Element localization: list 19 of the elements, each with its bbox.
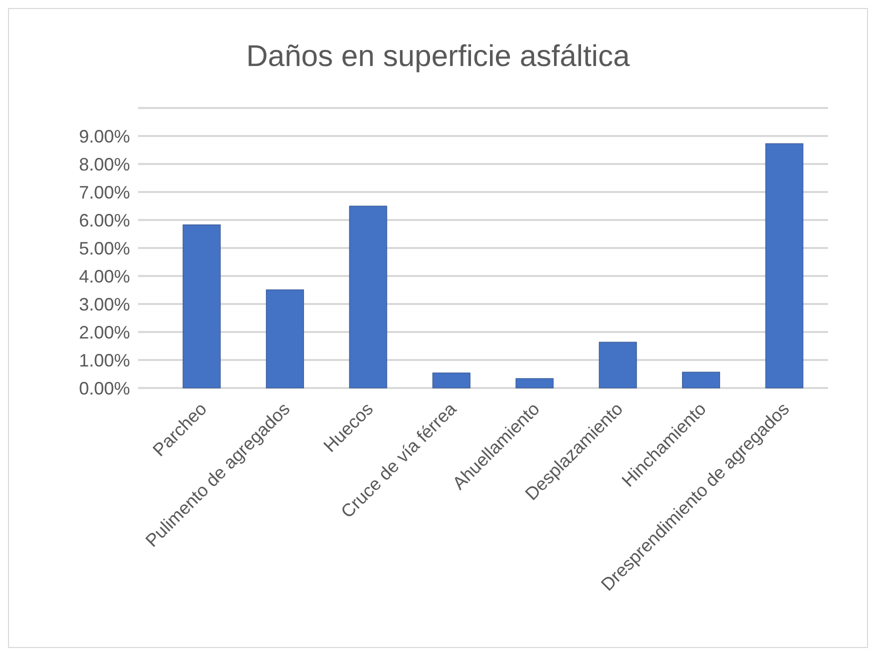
bar: [182, 224, 221, 388]
y-tick-label: 9.00%: [78, 126, 130, 146]
y-tick-label: 7.00%: [78, 182, 130, 202]
chart-title: Daños en superficie asfáltica: [246, 40, 630, 73]
y-tick-label: 1.00%: [78, 350, 130, 370]
y-tick-label: 0.00%: [78, 378, 130, 398]
bar: [765, 143, 804, 388]
y-tick-label: 3.00%: [78, 294, 130, 314]
y-tick-label: 5.00%: [78, 238, 130, 258]
y-tick-label: 8.00%: [78, 154, 130, 174]
bar: [432, 372, 470, 388]
y-tick-label: 2.00%: [78, 322, 130, 342]
bar: [682, 372, 720, 388]
bar: [516, 378, 554, 388]
y-tick-label: 4.00%: [78, 266, 130, 286]
bar: [598, 342, 637, 388]
bar: [349, 206, 388, 388]
y-tick-label: 6.00%: [78, 210, 130, 230]
bar: [266, 289, 304, 388]
